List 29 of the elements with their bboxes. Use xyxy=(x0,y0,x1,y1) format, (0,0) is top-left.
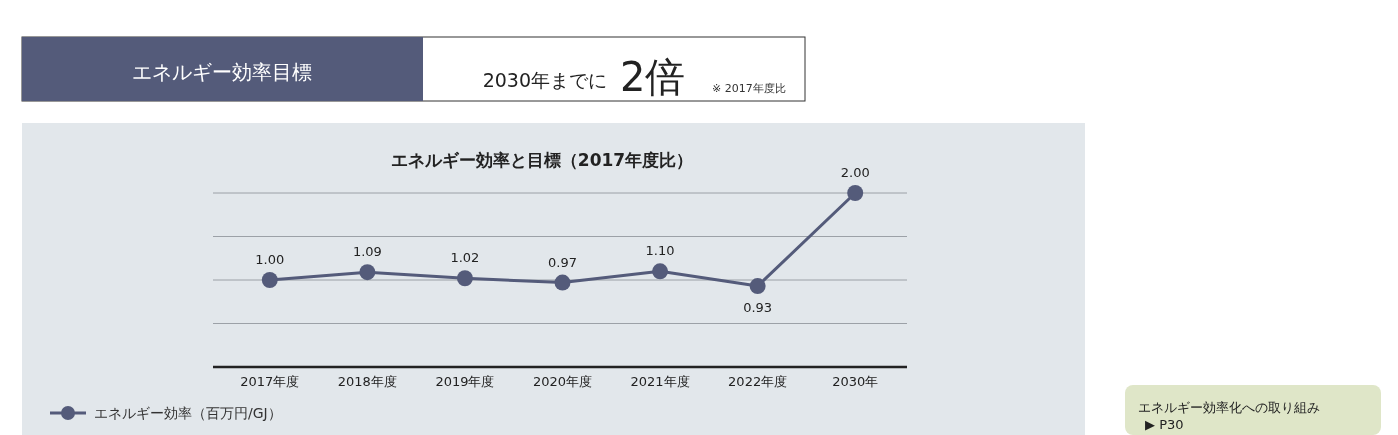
x-tick-label: 2018年度 xyxy=(337,374,397,389)
point xyxy=(652,263,669,280)
text: ▶ P30 xyxy=(1145,417,1184,432)
data-label: 1.09 xyxy=(352,244,382,260)
data-label: 2.00 xyxy=(840,165,870,180)
chart-title: エネルギー効率と目標（2017年度比） xyxy=(390,150,694,170)
text: エネルギー効率化への取り組み xyxy=(1138,400,1320,415)
text: ※ 2017年度比 xyxy=(712,82,786,95)
data-label: 1.00 xyxy=(255,252,285,267)
text: 2030年までに xyxy=(482,69,607,91)
point xyxy=(456,270,473,287)
point xyxy=(847,185,864,201)
point xyxy=(749,278,766,295)
x-tick-label: 2020年度 xyxy=(532,374,593,389)
x-tick-label: 2019年度 xyxy=(435,374,495,389)
data-label: 0.97 xyxy=(548,254,577,270)
text: 2倍 xyxy=(620,54,686,100)
data-label: 1.02 xyxy=(450,250,480,266)
point xyxy=(261,272,278,288)
legend-label: エネルギー効率（百万円/GJ） xyxy=(94,405,282,421)
data-label: 0.93 xyxy=(743,300,773,316)
x-tick-label: 2021年度 xyxy=(630,374,690,389)
point xyxy=(359,264,376,281)
data-label: 1.10 xyxy=(645,243,675,259)
x-tick-label: 2022年度 xyxy=(728,374,788,389)
x-tick-label: 2030年 xyxy=(832,374,879,389)
text: エネルギー効率目標 xyxy=(132,60,312,84)
point xyxy=(554,274,571,291)
x-tick-label: 2017年度 xyxy=(240,374,300,389)
